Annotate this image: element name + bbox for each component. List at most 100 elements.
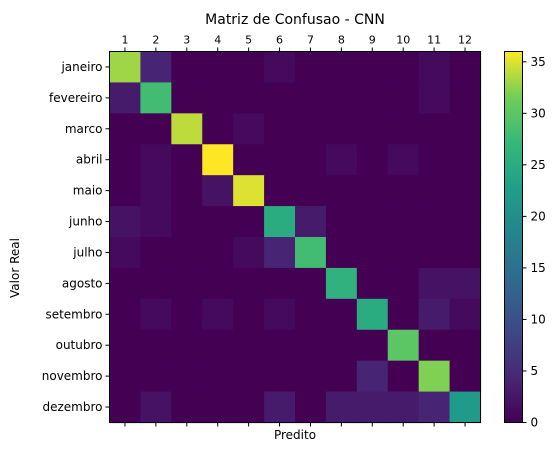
x-tick-label: 3	[183, 34, 190, 47]
heatmap-cell	[387, 298, 420, 331]
heatmap-cell	[356, 206, 389, 238]
heatmap-cell	[418, 82, 451, 114]
heatmap-cell	[140, 391, 172, 424]
y-tick-label: dezembro	[43, 400, 103, 414]
heatmap-cell	[356, 391, 389, 424]
heatmap-cell	[295, 237, 327, 269]
heatmap-cell	[109, 329, 142, 362]
heatmap-cell	[171, 237, 203, 269]
x-tick-label: 4	[214, 34, 221, 47]
heatmap-cell	[418, 391, 451, 424]
heatmap-cell	[140, 82, 172, 114]
heatmap-cell	[295, 206, 327, 238]
heatmap-cell	[387, 237, 420, 269]
heatmap-cell	[171, 51, 203, 84]
y-tick-label: janeiro	[60, 60, 102, 74]
heatmap-cell	[325, 82, 358, 114]
heatmap-cell	[387, 267, 420, 300]
heatmap-cell	[325, 391, 358, 424]
x-tick-label: 12	[458, 34, 472, 47]
colorbar-tick-label: 15	[531, 261, 546, 275]
heatmap-cell	[171, 82, 203, 114]
heatmap-cell	[295, 360, 327, 393]
heatmap-cell	[171, 206, 203, 238]
heatmap-cell	[295, 298, 327, 331]
heatmap-cell	[140, 144, 172, 176]
heatmap-cell	[325, 113, 358, 145]
heatmap-cell	[140, 51, 172, 84]
heatmap-cells	[109, 51, 482, 424]
heatmap-cell	[264, 237, 296, 269]
x-tick-label: 11	[427, 34, 441, 47]
heatmap-cell	[418, 267, 451, 300]
heatmap-cell	[418, 329, 451, 362]
heatmap-cell	[264, 82, 296, 114]
y-tick-label: setembro	[45, 307, 102, 321]
heatmap-cell	[202, 175, 234, 207]
heatmap-cell	[449, 144, 482, 176]
heatmap-cell	[356, 360, 389, 393]
heatmap-cell	[264, 144, 296, 176]
y-tick-label: novembro	[42, 369, 103, 383]
colorbar-tick-label: 5	[531, 364, 539, 378]
heatmap-cell	[418, 360, 451, 393]
colorbar	[504, 51, 523, 423]
heatmap-cell	[202, 144, 234, 176]
heatmap-cell	[233, 144, 265, 176]
x-axis-label: Predito	[274, 428, 316, 442]
heatmap-cell	[202, 113, 234, 145]
heatmap-cell	[449, 267, 482, 300]
heatmap-cell	[356, 298, 389, 331]
heatmap-cell	[109, 391, 142, 424]
y-tick-label: julho	[72, 245, 102, 259]
heatmap-cell	[356, 329, 389, 362]
y-tick-label: outubro	[56, 338, 103, 352]
heatmap-cell	[449, 51, 482, 84]
heatmap-cell	[202, 267, 234, 300]
heatmap-cell	[233, 206, 265, 238]
heatmap-cell	[109, 206, 142, 238]
heatmap-cell	[140, 329, 172, 362]
colorbar-tick-label: 0	[531, 416, 539, 430]
colorbar-ticks: 0 5 10 15 20 25 30 35	[522, 55, 546, 430]
heatmap-cell	[449, 329, 482, 362]
heatmap-cell	[140, 360, 172, 393]
colorbar-tick-label: 10	[531, 312, 546, 326]
heatmap-cell	[295, 144, 327, 176]
heatmap-cell	[264, 391, 296, 424]
heatmap-cell	[109, 51, 142, 84]
heatmap-cell	[449, 391, 482, 424]
heatmap-cell	[233, 329, 265, 362]
heatmap-cell	[449, 360, 482, 393]
heatmap-cell	[202, 360, 234, 393]
heatmap-cell	[295, 329, 327, 362]
heatmap-cell	[387, 206, 420, 238]
heatmap-cell	[233, 175, 265, 207]
colorbar-tick-label: 25	[531, 158, 546, 172]
heatmap-cell	[356, 175, 389, 207]
heatmap-cell	[233, 391, 265, 424]
heatmap-cell	[233, 267, 265, 300]
x-tick-label: 2	[152, 34, 159, 47]
heatmap-cell	[233, 298, 265, 331]
heatmap-cell	[109, 360, 142, 393]
heatmap-cell	[109, 267, 142, 300]
y-tick-label: fevereiro	[49, 91, 103, 105]
heatmap-cell	[356, 267, 389, 300]
y-axis-label: Valor Real	[8, 238, 22, 298]
heatmap-cell	[233, 82, 265, 114]
x-tick-label: 6	[276, 34, 283, 47]
heatmap-cell	[202, 329, 234, 362]
heatmap-cell	[387, 113, 420, 145]
heatmap-cell	[449, 237, 482, 269]
heatmap-cell	[202, 237, 234, 269]
heatmap-cell	[233, 51, 265, 84]
heatmap-cell	[264, 360, 296, 393]
heatmap-cell	[387, 391, 420, 424]
heatmap-cell	[356, 82, 389, 114]
heatmap-cell	[264, 267, 296, 300]
heatmap-cell	[109, 144, 142, 176]
heatmap-cell	[325, 51, 358, 84]
heatmap-cell	[264, 113, 296, 145]
heatmap-cell	[264, 329, 296, 362]
